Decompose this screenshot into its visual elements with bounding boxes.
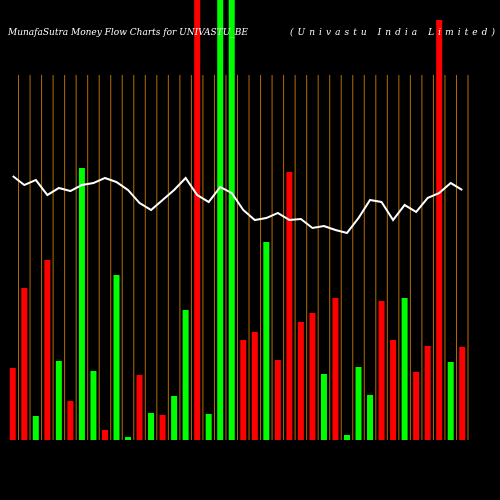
bar [171,396,178,440]
bar [251,332,258,440]
bar [320,374,327,440]
bar [21,288,28,440]
bar [297,322,304,440]
bar [274,360,281,440]
bar [125,437,132,440]
money-flow-line [12,175,463,235]
bar [228,0,235,440]
bar [9,368,16,440]
bar [309,313,316,440]
bar [136,375,143,440]
bar [367,395,374,440]
bar [67,401,74,440]
bar [240,340,247,440]
bar [101,430,108,440]
bar [263,242,270,440]
bar [32,416,39,440]
grid [18,75,469,440]
bar [90,371,97,440]
bar [401,298,408,440]
bar [343,435,350,440]
bars [9,0,466,440]
bar [378,301,385,440]
bar [332,298,339,440]
bar [182,310,189,440]
bar [159,415,166,440]
bar [436,20,443,440]
bar [113,275,120,440]
bar [217,0,224,440]
chart-title: MunafaSutra Money Flow Charts for UNIVAS… [7,28,248,38]
bar [55,361,62,440]
line-layer [12,175,463,235]
bar [447,362,454,440]
bar [459,347,466,440]
bar [205,414,212,440]
bar [413,372,420,440]
bar [194,0,201,440]
bar [78,168,85,440]
bar [390,340,397,440]
bar [355,367,362,440]
bar [424,346,431,440]
bar [44,260,51,440]
bar [148,413,155,440]
bar [286,172,293,440]
